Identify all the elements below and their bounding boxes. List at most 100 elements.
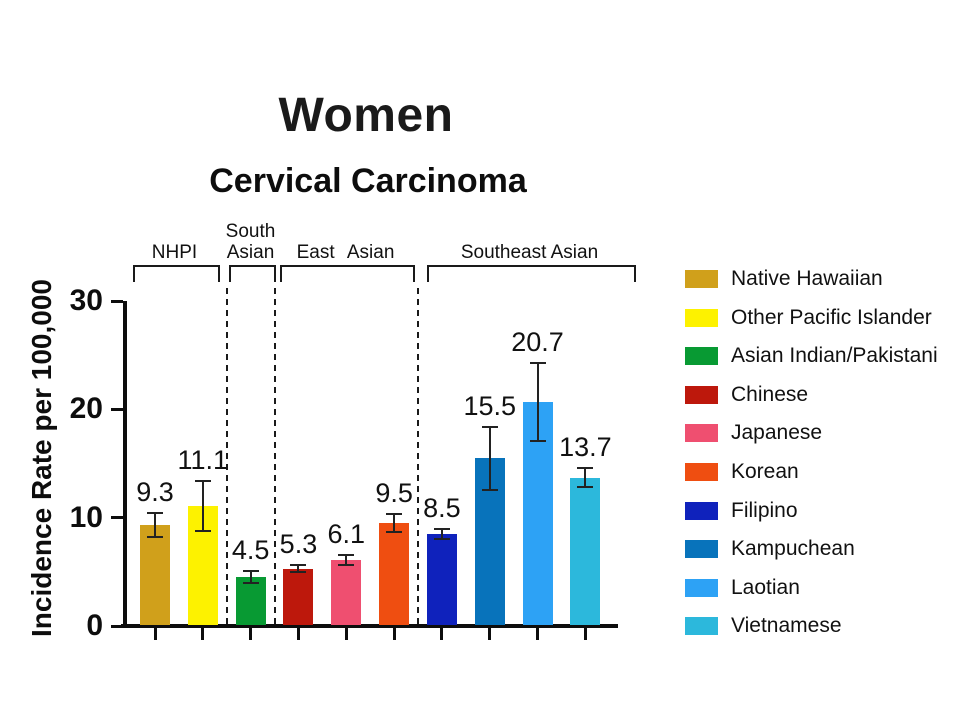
bar-value-label: 6.1 <box>327 518 366 549</box>
error-bar-cap-bottom <box>529 439 546 442</box>
legend-label: Other Pacific Islander <box>731 305 932 329</box>
y-tick-label: 30 <box>69 284 103 317</box>
y-tick-label: 10 <box>69 500 103 534</box>
error-bar-cap-top <box>338 553 355 556</box>
legend-swatch-vietnamese <box>685 617 718 636</box>
bar-value-label: 20.7 <box>511 326 564 357</box>
group-label: East Asian <box>236 242 456 263</box>
bar-japanese <box>331 559 362 625</box>
bar-asian-indian-pakistani <box>235 577 266 625</box>
error-bar-line <box>440 529 443 539</box>
x-tick <box>249 628 253 640</box>
group-label: South Asian <box>141 221 361 263</box>
group-label: Southeast Asian <box>420 242 640 263</box>
group-bracket <box>133 265 220 282</box>
bar-value-label: 5.3 <box>279 528 318 559</box>
bar-vietnamese <box>570 477 601 625</box>
error-bar-cap-bottom <box>147 536 163 539</box>
error-bar-line <box>201 480 204 531</box>
error-bar-cap-top <box>529 361 546 364</box>
error-bar-cap-top <box>290 563 307 566</box>
error-bar-cap-top <box>433 528 450 531</box>
group-label-line: South <box>225 221 276 242</box>
legend-label: Filipino <box>731 498 798 522</box>
error-bar-line <box>488 426 491 490</box>
error-bar-line <box>536 362 539 441</box>
legend-swatch-chinese <box>685 385 718 404</box>
chart-subtitle: Cervical Carcinoma <box>209 162 527 200</box>
error-bar-cap-top <box>386 513 403 516</box>
legend-swatch-kampuchean <box>685 540 718 559</box>
error-bar-cap-bottom <box>338 564 355 567</box>
legend-swatch-native-hawaiian <box>685 270 718 288</box>
bar-value-label: 15.5 <box>463 390 517 421</box>
y-tick <box>111 299 123 303</box>
bar-value-label: 4.5 <box>231 535 270 566</box>
error-bar-line <box>345 554 348 566</box>
legend-swatch-asian-indian-pakistani <box>685 347 718 366</box>
legend-label: Kampuchean <box>731 537 855 561</box>
error-bar-cap-bottom <box>242 582 259 585</box>
legend-swatch-filipino <box>685 501 718 520</box>
y-tick <box>111 407 123 411</box>
bar-value-label: 13.7 <box>559 431 612 462</box>
legend-label: Laotian <box>731 575 800 599</box>
x-tick <box>153 628 157 640</box>
y-tick <box>111 624 123 628</box>
y-tick-label: 20 <box>69 392 103 426</box>
x-tick <box>440 628 444 640</box>
x-tick <box>201 628 205 640</box>
group-label-line: East Asian <box>296 242 395 263</box>
group-label-line: Asian <box>226 242 275 263</box>
bar-value-label: 11.1 <box>177 444 229 475</box>
legend-swatch-laotian <box>685 578 718 597</box>
group-separator-dashed-line <box>225 288 228 626</box>
group-bracket <box>280 265 415 282</box>
error-bar-line <box>297 564 300 573</box>
error-bar-cap-bottom <box>290 571 307 574</box>
error-bar-cap-bottom <box>194 529 211 532</box>
error-bar-line <box>393 514 396 532</box>
bar-native-hawaiian <box>140 525 170 625</box>
legend-label: Vietnamese <box>731 614 842 638</box>
error-bar-cap-top <box>242 570 259 573</box>
x-tick <box>488 628 492 640</box>
y-axis-line <box>123 301 127 628</box>
legend-swatch-korean <box>685 463 718 481</box>
bar-filipino <box>426 533 457 625</box>
legend-label: Japanese <box>731 421 823 445</box>
error-bar-line <box>249 571 252 584</box>
group-separator-dashed-line <box>273 288 276 626</box>
error-bar-cap-top <box>194 479 211 482</box>
legend-swatch-japanese <box>685 424 718 443</box>
x-tick <box>536 628 540 640</box>
error-bar-cap-bottom <box>433 537 450 540</box>
error-bar-cap-top <box>577 466 594 469</box>
y-tick-label: 0 <box>86 609 103 642</box>
legend-label: Chinese <box>731 382 809 406</box>
legend-label: Korean <box>731 460 799 483</box>
bar-korean <box>379 523 410 625</box>
error-bar-line <box>154 513 156 538</box>
group-label-line: NHPI <box>151 242 198 263</box>
x-axis-line <box>121 624 618 628</box>
legend-swatch-other-pacific-islander <box>685 308 718 327</box>
error-bar-cap-bottom <box>577 486 594 489</box>
group-separator-dashed-line <box>417 288 419 626</box>
x-tick <box>583 628 587 640</box>
x-tick <box>392 628 396 640</box>
bar-chinese <box>283 568 314 625</box>
error-bar-cap-top <box>147 512 163 515</box>
group-bracket <box>427 265 636 282</box>
group-label: NHPI <box>65 242 285 263</box>
legend-label: Native Hawaiian <box>731 267 883 290</box>
error-bar-cap-bottom <box>386 530 403 533</box>
x-tick <box>344 628 348 640</box>
x-tick <box>296 628 300 640</box>
legend-label: Asian Indian/Pakistani <box>731 344 938 368</box>
bar-value-label: 8.5 <box>423 493 461 524</box>
chart-title: Women <box>278 89 454 142</box>
error-bar-cap-top <box>481 425 498 428</box>
bar-value-label: 9.3 <box>136 477 174 508</box>
